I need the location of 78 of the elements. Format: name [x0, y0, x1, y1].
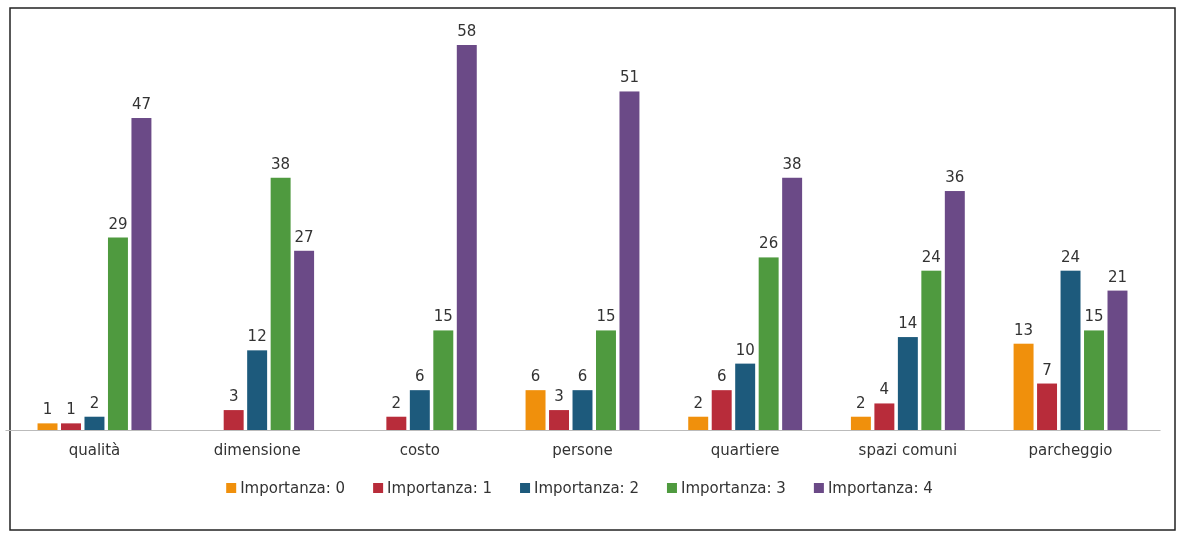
- x-tick-label: parcheggio: [1028, 440, 1113, 459]
- data-label: 15: [1084, 307, 1104, 326]
- bar: [596, 330, 616, 430]
- data-label: 36: [945, 168, 965, 187]
- bar: [897, 337, 918, 430]
- bar: [782, 177, 803, 430]
- bar: [270, 177, 291, 430]
- data-label: 3: [228, 387, 239, 406]
- x-tick-label: dimensione: [213, 440, 301, 459]
- bar: [247, 350, 268, 430]
- bar: [850, 416, 871, 430]
- x-tick-label: qualità: [68, 440, 121, 459]
- bar: [944, 191, 965, 430]
- bar: [1060, 270, 1081, 430]
- data-label: 10: [735, 340, 755, 359]
- data-label: 24: [921, 247, 941, 266]
- data-label: 1: [66, 400, 76, 419]
- bar: [386, 416, 407, 430]
- x-tick-label: quartiere: [710, 440, 780, 459]
- data-label: 3: [554, 387, 564, 406]
- bar: [1037, 383, 1058, 430]
- data-label: 15: [433, 307, 453, 326]
- bar: [688, 416, 709, 430]
- data-label: 6: [530, 367, 541, 386]
- data-label: 14: [898, 314, 918, 333]
- data-label: 12: [247, 327, 267, 346]
- data-label: 7: [1042, 360, 1052, 379]
- bar: [572, 390, 593, 430]
- data-label: 6: [415, 367, 425, 386]
- legend-label: Importanza: 4: [827, 479, 933, 497]
- data-label: 15: [596, 307, 616, 326]
- legend-label: Importanza: 0: [240, 479, 346, 497]
- bar: [456, 45, 477, 430]
- data-label: 38: [782, 154, 802, 173]
- data-label: 21: [1107, 267, 1128, 286]
- data-label: 6: [577, 367, 588, 386]
- bar: [758, 257, 779, 430]
- data-label: 6: [716, 367, 727, 386]
- bar: [409, 390, 430, 430]
- bar: [433, 330, 454, 430]
- bar: [61, 423, 81, 430]
- legend-label: Importanza: 2: [534, 479, 639, 497]
- data-label: 58: [457, 22, 477, 40]
- bar: [131, 118, 152, 430]
- data-label: 24: [1060, 247, 1081, 266]
- bar: [1013, 343, 1034, 430]
- data-label: 2: [693, 393, 703, 412]
- x-tick-label: persone: [552, 440, 613, 459]
- bar: [921, 270, 942, 430]
- data-label: 47: [131, 95, 151, 114]
- bar: [711, 390, 732, 430]
- bar: [223, 410, 244, 430]
- bar: [1084, 330, 1104, 430]
- x-tick-label: costo: [399, 440, 440, 459]
- bar: [84, 416, 105, 430]
- bar: [874, 403, 895, 430]
- data-label: 27: [294, 227, 314, 246]
- bar: [107, 237, 128, 430]
- bar: [37, 423, 58, 430]
- data-label: 51: [619, 68, 639, 87]
- legend-label: Importanza: 3: [680, 479, 786, 497]
- data-label: 29: [108, 214, 128, 233]
- data-label: 38: [271, 154, 291, 173]
- data-label: 1: [42, 400, 53, 419]
- x-tick-label: spazi comuni: [858, 440, 958, 459]
- data-label: 13: [1014, 320, 1034, 339]
- bar: [294, 250, 315, 430]
- data-label: 4: [879, 380, 890, 399]
- bar: [619, 91, 640, 430]
- data-label: 2: [89, 393, 100, 412]
- bar: [1107, 290, 1128, 430]
- data-label: 26: [759, 234, 779, 253]
- bar: [735, 363, 756, 430]
- data-label: 2: [391, 393, 402, 412]
- bar: [549, 410, 569, 430]
- legend-label: Importanza: 1: [387, 479, 493, 497]
- data-label: 2: [856, 393, 866, 412]
- bar: [525, 390, 546, 430]
